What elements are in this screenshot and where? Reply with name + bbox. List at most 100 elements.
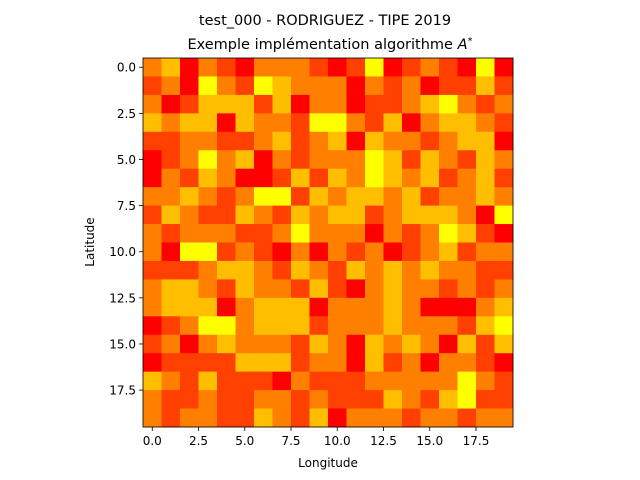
heatmap-cell <box>309 76 329 96</box>
heatmap-cell <box>494 76 514 96</box>
heatmap-cell <box>309 260 329 280</box>
heatmap-cell <box>420 408 440 428</box>
heatmap-cell <box>457 205 477 225</box>
heatmap-cell <box>494 187 514 206</box>
heatmap-cell <box>402 168 421 188</box>
heatmap-cell <box>198 260 218 280</box>
heatmap-cell <box>494 242 514 262</box>
heatmap-cell <box>476 113 495 133</box>
heatmap-cell <box>328 224 347 243</box>
heatmap-cell <box>457 113 477 133</box>
heatmap-cell <box>494 150 514 170</box>
heatmap-cell <box>291 94 310 114</box>
heatmap-cell <box>420 371 440 391</box>
heatmap-cell <box>198 334 218 354</box>
heatmap-cell <box>328 150 347 170</box>
heatmap-cell <box>272 224 292 243</box>
heatmap-cell <box>198 371 218 391</box>
heatmap-cell <box>476 150 495 170</box>
heatmap-cell <box>346 408 366 428</box>
heatmap-cell <box>180 58 199 77</box>
heatmap-cell <box>346 224 366 243</box>
heatmap-cell <box>180 187 199 206</box>
heatmap-cell <box>346 187 366 206</box>
x-tick-label: 17.5 <box>463 434 490 448</box>
heatmap-cell <box>217 334 236 354</box>
heatmap-cell <box>291 58 310 77</box>
heatmap-cell <box>198 242 218 262</box>
heatmap-cell <box>457 150 477 170</box>
heatmap-cell <box>235 113 255 133</box>
heatmap-cell <box>235 371 255 391</box>
heatmap-cell <box>254 76 273 96</box>
heatmap-cell <box>420 205 440 225</box>
heatmap-cell <box>439 279 458 299</box>
heatmap-cell <box>383 316 403 336</box>
heatmap-cell <box>180 390 199 409</box>
heatmap-cell <box>161 94 181 114</box>
heatmap-cell <box>420 224 440 243</box>
heatmap-cell <box>328 260 347 280</box>
heatmap-cell <box>383 408 403 428</box>
heatmap-cell <box>217 58 236 77</box>
heatmap-cell <box>365 94 384 114</box>
heatmap-cell <box>180 94 199 114</box>
heatmap-cell <box>494 260 514 280</box>
heatmap-cell <box>198 168 218 188</box>
heatmap-cell <box>143 58 162 77</box>
heatmap-cell <box>346 371 366 391</box>
heatmap-cell <box>291 297 310 317</box>
x-tick-label: 2.5 <box>189 434 208 448</box>
heatmap-cell <box>143 76 162 96</box>
heatmap-cell <box>291 187 310 206</box>
heatmap-cell <box>494 316 514 336</box>
heatmap-cell <box>161 408 181 428</box>
heatmap-cell <box>439 113 458 133</box>
heatmap-cell <box>365 279 384 299</box>
heatmap-cell <box>291 371 310 391</box>
heatmap-cell <box>309 58 329 77</box>
heatmap-cell <box>254 187 273 206</box>
heatmap-cell <box>420 353 440 373</box>
heatmap-cell <box>383 242 403 262</box>
heatmap-cell <box>217 168 236 188</box>
heatmap-cell <box>180 279 199 299</box>
heatmap-cell <box>235 94 255 114</box>
heatmap-cell <box>254 94 273 114</box>
heatmap-cell <box>235 224 255 243</box>
heatmap-cell <box>439 390 458 409</box>
heatmap-cell <box>198 187 218 206</box>
heatmap-cell <box>254 131 273 151</box>
heatmap-cell <box>383 168 403 188</box>
heatmap-cell <box>420 242 440 262</box>
heatmap-cell <box>198 353 218 373</box>
y-tick-label: 15.0 <box>109 337 136 351</box>
heatmap-cell <box>272 334 292 354</box>
heatmap-cell <box>198 408 218 428</box>
heatmap-cell <box>217 131 236 151</box>
heatmap-cell <box>254 168 273 188</box>
heatmap-cell <box>476 131 495 151</box>
heatmap-cell <box>217 150 236 170</box>
heatmap-cell <box>309 242 329 262</box>
heatmap-cell <box>254 279 273 299</box>
heatmap-cell <box>457 242 477 262</box>
heatmap-cell <box>476 279 495 299</box>
heatmap-cell <box>161 113 181 133</box>
heatmap-cell <box>439 334 458 354</box>
heatmap-cell <box>346 390 366 409</box>
heatmap-cell <box>476 58 495 77</box>
x-axis-label: Longitude <box>298 456 358 470</box>
heatmap-cell <box>402 279 421 299</box>
heatmap-cell <box>328 131 347 151</box>
heatmap-cell <box>161 131 181 151</box>
heatmap-cell <box>180 316 199 336</box>
heatmap-cell <box>291 76 310 96</box>
heatmap-cell <box>235 205 255 225</box>
heatmap-cell <box>161 224 181 243</box>
heatmap-cell <box>365 297 384 317</box>
heatmap-cell <box>365 150 384 170</box>
heatmap-cell <box>420 316 440 336</box>
heatmap-cell <box>439 58 458 77</box>
